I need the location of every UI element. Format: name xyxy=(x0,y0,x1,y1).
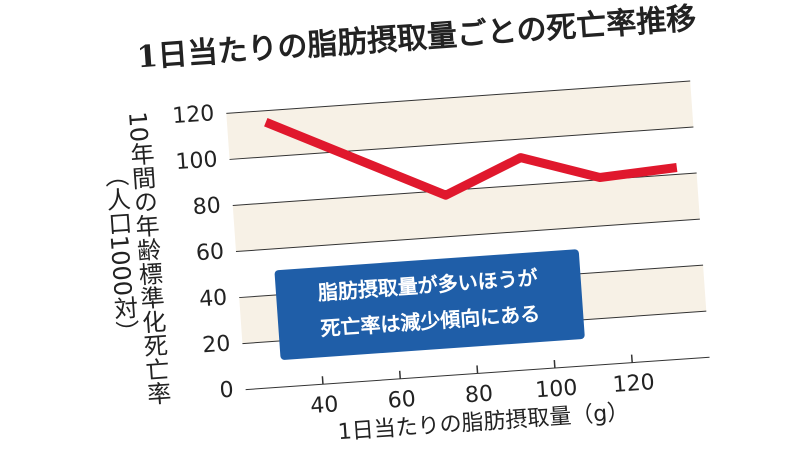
annotation-box xyxy=(274,249,585,360)
grid-line xyxy=(226,80,691,114)
y-tick-label: 80 xyxy=(192,193,222,220)
x-tick xyxy=(553,359,556,369)
x-tick xyxy=(398,370,402,379)
y-tick-label: 120 xyxy=(172,101,216,129)
x-tick xyxy=(321,376,324,385)
y-tick-label: 60 xyxy=(195,239,225,266)
x-tick xyxy=(630,354,633,363)
x-tick-label: 40 xyxy=(310,392,340,419)
grid-band xyxy=(232,173,700,252)
grid-band xyxy=(226,80,694,160)
grid-line xyxy=(235,218,700,253)
data-line xyxy=(264,118,678,200)
y-tick-label: 100 xyxy=(175,147,219,175)
y-tick-label: 0 xyxy=(219,378,235,404)
x-tick-label: 100 xyxy=(535,376,579,404)
x-tick-label: 80 xyxy=(464,381,494,408)
y-tick-label: 20 xyxy=(202,331,232,358)
plot-group: 1日当たりの脂肪摂取量ごとの死亡率推移 10年間の年齢標準化死亡率 （人口100… xyxy=(100,1,710,445)
x-tick-label: 120 xyxy=(612,370,656,398)
y-tick-label: 40 xyxy=(198,285,228,312)
x-tick-label: 60 xyxy=(387,387,417,414)
x-tick xyxy=(476,365,479,374)
chart-title: 1日当たりの脂肪摂取量ごとの死亡率推移 xyxy=(136,1,698,75)
grid-line xyxy=(229,126,694,160)
